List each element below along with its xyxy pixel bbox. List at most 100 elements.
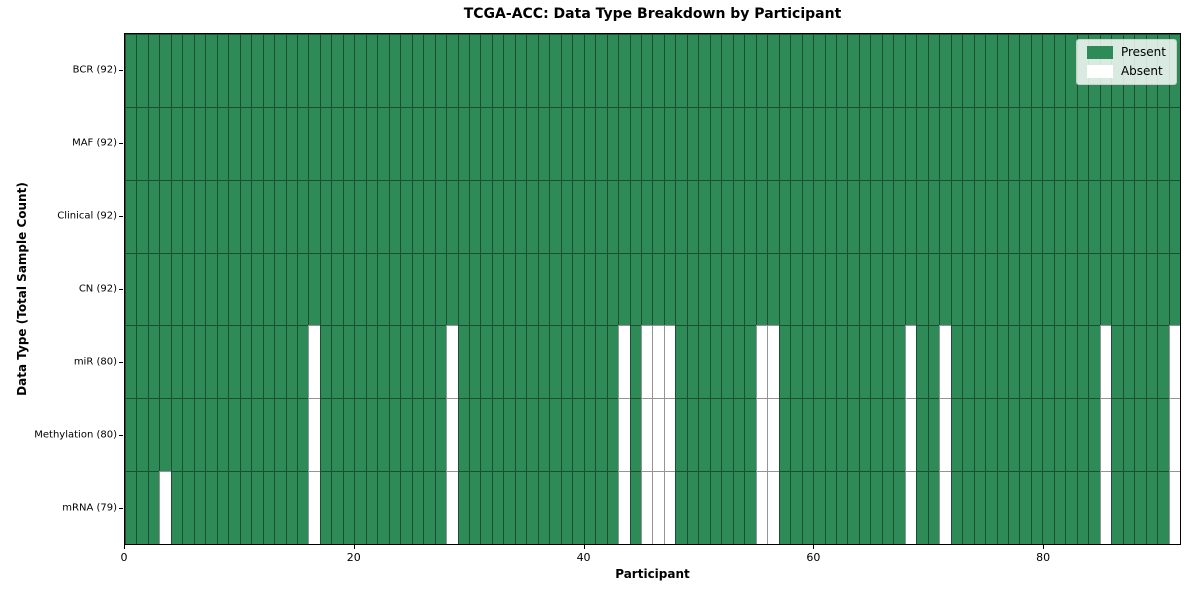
cell-CN-p66-present [881,252,894,326]
cell-Methylation-p65-present [870,398,882,472]
cell-mRNA-p2-present [147,471,160,544]
cell-Methylation-p42-present [606,398,619,472]
cell-Methylation-p76-present [996,398,1008,472]
cell-BCR-p59-present [801,34,814,107]
cell-miR-p71-absent [939,325,951,399]
cell-mRNA-p55-absent [755,471,768,544]
cell-BCR-p46-present [652,34,664,107]
cell-Clinical-p18-present [331,179,343,253]
cell-CN-p21-present [365,252,378,326]
cell-MAF-p82-present [1065,106,1077,180]
cell-MAF-p16-present [308,106,320,180]
cell-miR-p58-present [790,325,802,399]
cell-BCR-p42-present [606,34,619,107]
cell-mRNA-p66-present [881,471,894,544]
cell-BCR-p14-present [285,34,297,107]
cell-Methylation-p81-present [1053,398,1066,472]
cell-CN-p73-present [962,252,974,326]
cell-Clinical-p79-present [1030,179,1043,253]
cell-Methylation-p36-present [537,398,550,472]
cell-CN-p91-present [1168,252,1180,326]
cell-mRNA-p23-present [388,471,401,544]
cell-mRNA-p77-present [1007,471,1020,544]
legend-label-absent: Absent [1120,64,1163,78]
cell-Clinical-p8-present [216,179,229,253]
cell-miR-p80-present [1042,325,1054,399]
xtick-mark-60 [813,545,815,549]
cell-Methylation-p19-present [342,398,355,472]
cell-mRNA-p82-present [1065,471,1077,544]
cell-Clinical-p43-present [618,179,630,253]
cell-MAF-p27-present [434,106,447,180]
cell-MAF-p32-present [491,106,504,180]
cell-Clinical-p23-present [388,179,401,253]
cell-Clinical-p14-present [285,179,297,253]
cell-Methylation-p48-present [675,398,687,472]
cell-CN-p10-present [239,252,252,326]
cell-BCR-p25-present [411,34,424,107]
cell-Clinical-p67-present [893,179,905,253]
x-axis-label: Participant [615,567,690,581]
cell-Methylation-p17-present [319,398,332,472]
cell-MAF-p25-present [411,106,424,180]
cell-miR-p64-present [858,325,871,399]
cell-BCR-p61-present [824,34,836,107]
cell-Methylation-p38-present [560,398,573,472]
cell-MAF-p91-present [1168,106,1180,180]
cell-CN-p72-present [950,252,963,326]
ytick-mark-Methylation [119,435,123,437]
cell-CN-p28-present [446,252,458,326]
cell-MAF-p55-present [755,106,768,180]
cell-BCR-p21-present [365,34,378,107]
cell-Methylation-p53-present [732,398,745,472]
cell-MAF-p83-present [1076,106,1089,180]
cell-MAF-p47-present [663,106,676,180]
cell-Clinical-p7-present [205,179,217,253]
cell-miR-p36-present [537,325,550,399]
cell-Methylation-p85-absent [1099,398,1112,472]
cell-CN-p86-present [1111,252,1123,326]
cell-BCR-p7-present [205,34,217,107]
cell-miR-p31-present [480,325,492,399]
xtick-label-60: 60 [806,551,821,564]
cell-Methylation-p61-present [824,398,836,472]
cell-miR-p61-present [824,325,836,399]
cell-Clinical-p3-present [159,179,171,253]
cell-CN-p54-present [744,252,756,326]
legend: Present Absent [1075,39,1177,85]
cell-Clinical-p19-present [342,179,355,253]
cell-CN-p79-present [1030,252,1043,326]
cell-mRNA-p37-present [549,471,561,544]
cell-Clinical-p49-present [686,179,699,253]
cell-Clinical-p65-present [870,179,882,253]
cell-CN-p3-present [159,252,171,326]
cell-MAF-p28-present [446,106,458,180]
cell-BCR-p81-present [1053,34,1066,107]
cell-CN-p45-present [641,252,653,326]
cell-mRNA-p29-present [457,471,470,544]
cell-BCR-p10-present [239,34,252,107]
cell-Methylation-p69-present [916,398,928,472]
cell-Clinical-p69-present [916,179,928,253]
cell-mRNA-p32-present [491,471,504,544]
cell-MAF-p5-present [182,106,194,180]
cell-CN-p88-present [1134,252,1146,326]
cell-Methylation-p50-present [698,398,710,472]
cell-MAF-p26-present [423,106,435,180]
cell-miR-p65-present [870,325,882,399]
ytick-mark-mRNA [119,508,123,510]
cell-Methylation-p71-absent [939,398,951,472]
cell-miR-p57-present [778,325,791,399]
cell-MAF-p18-present [331,106,343,180]
cell-Clinical-p75-present [985,179,997,253]
cell-mRNA-p88-present [1134,471,1146,544]
cell-CN-p87-present [1122,252,1135,326]
cell-Methylation-p8-present [216,398,229,472]
cell-Methylation-p83-present [1076,398,1089,472]
cell-mRNA-p5-present [182,471,194,544]
cell-BCR-p79-present [1030,34,1043,107]
cell-miR-p67-present [893,325,905,399]
cell-BCR-p29-present [457,34,470,107]
cell-CN-p84-present [1088,252,1100,326]
cell-CN-p42-present [606,252,619,326]
